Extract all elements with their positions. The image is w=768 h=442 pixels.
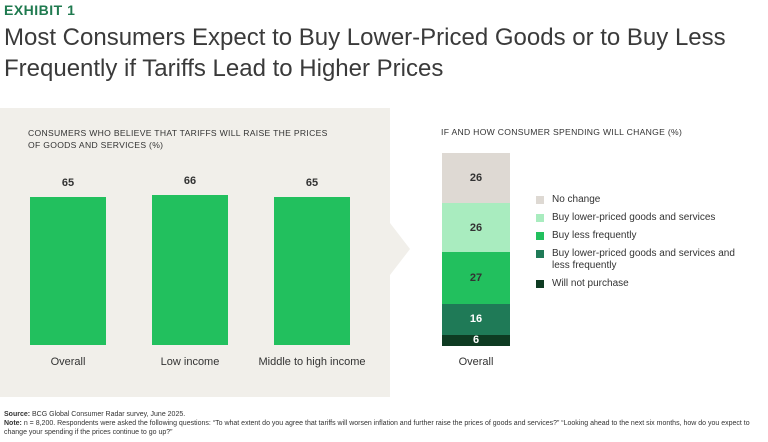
legend-swatch <box>536 232 544 240</box>
legend-label: Buy less frequently <box>552 230 637 241</box>
stack-segment-buy-less-frequently: 27 <box>442 252 510 304</box>
exhibit-label: EXHIBIT 1 <box>4 2 76 18</box>
source-label: Source: <box>4 411 31 418</box>
note-label: Note: <box>4 420 22 427</box>
category-label: Middle to high income <box>258 356 366 368</box>
legend-swatch <box>536 250 544 258</box>
stack-segment-buy-lower-priced-goods-and-services: 26 <box>442 202 510 253</box>
stack-segment-no-change: 26 <box>442 153 510 203</box>
bar-middle-to-high-income <box>274 197 350 345</box>
panel-arrow <box>390 223 410 275</box>
note-text: n = 8,200. Respondents were asked the fo… <box>4 420 750 436</box>
category-label: Low income <box>160 356 220 368</box>
legend-label: Will not purchase <box>552 278 629 289</box>
legend-swatch <box>536 214 544 222</box>
legend-label: No change <box>552 194 601 205</box>
source-line: Source: BCG Global Consumer Radar survey… <box>4 410 764 419</box>
legend-label: Buy lower-priced goods and services <box>552 212 716 223</box>
bar-value-label: 65 <box>61 177 75 189</box>
legend-swatch <box>536 280 544 288</box>
category-label: Overall <box>50 356 86 368</box>
legend-item: Buy lower-priced goods and services <box>536 212 752 224</box>
bar-value-label: 65 <box>305 177 319 189</box>
category-label: Overall <box>458 356 494 368</box>
legend-label: Buy lower-priced goods and services and … <box>552 248 735 271</box>
stack-segment-will-not-purchase: 6 <box>442 334 510 346</box>
legend-item: Buy less frequently <box>536 230 752 242</box>
note-line: Note: n = 8,200. Respondents were asked … <box>4 419 764 437</box>
chart-legend: No change Buy lower-priced goods and serv… <box>536 194 752 296</box>
legend-item: Buy lower-priced goods and services and … <box>536 248 752 272</box>
page-title: Most Consumers Expect to Buy Lower-Price… <box>4 24 726 82</box>
left-chart-title: CONSUMERS WHO BELIEVE THAT TARIFFS WILL … <box>28 128 328 150</box>
bar-low-income <box>152 194 228 345</box>
bar-overall <box>30 197 106 345</box>
bar-value-label: 66 <box>183 174 197 187</box>
right-chart-title: IF AND HOW CONSUMER SPENDING WILL CHANGE… <box>441 127 683 137</box>
source-text: BCG Global Consumer Radar survey, June 2… <box>32 411 186 418</box>
legend-swatch <box>536 196 544 204</box>
footer-notes: Source: BCG Global Consumer Radar survey… <box>4 410 764 437</box>
legend-item: Will not purchase <box>536 278 752 290</box>
legend-item: No change <box>536 194 752 206</box>
stack-segment-buy-lower-priced-goods-and-services-and-less-frequently: 16 <box>442 303 510 335</box>
